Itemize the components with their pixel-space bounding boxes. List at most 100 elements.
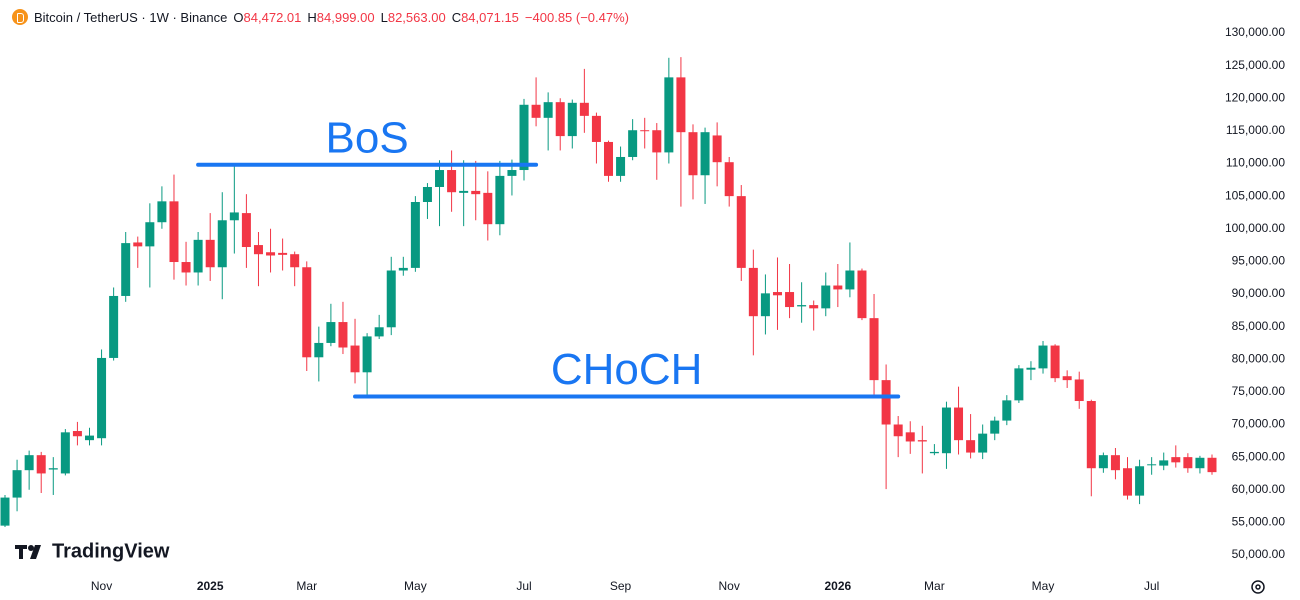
candle-body	[507, 170, 517, 176]
candle-body	[1183, 457, 1193, 469]
candle-body	[362, 336, 372, 373]
candle-body	[410, 201, 420, 268]
candle-body	[1123, 468, 1133, 496]
candle-body	[857, 270, 867, 319]
candle-body	[193, 239, 203, 273]
candle-body	[302, 267, 312, 358]
ohlc-value: 84,472.01	[243, 9, 302, 25]
candle-body	[1014, 368, 1024, 401]
candle-body	[338, 322, 348, 348]
candle-body	[398, 267, 408, 271]
x-tick-label: 2026	[824, 579, 851, 593]
candle-body	[205, 239, 215, 268]
candle-body	[145, 222, 155, 247]
candle-body	[990, 420, 1000, 434]
y-tick-label: 60,000.00	[1232, 482, 1286, 496]
candle-body	[724, 162, 734, 197]
candle-body	[869, 318, 879, 381]
candle-body	[905, 432, 915, 442]
candle-body	[266, 252, 276, 256]
ohlc-value: 84,999.00	[316, 9, 375, 25]
candle-body	[664, 77, 674, 153]
ohlc-key: C	[451, 9, 462, 25]
candle-body	[435, 170, 445, 187]
candle-body	[845, 270, 855, 290]
candles	[0, 57, 1217, 527]
candle-body	[12, 470, 22, 498]
candle-body	[1074, 379, 1084, 402]
candle-body	[241, 213, 251, 248]
candle-body	[736, 196, 746, 268]
x-tick-label: 2025	[197, 579, 224, 593]
candle-body	[471, 190, 481, 195]
candle-body	[772, 292, 782, 296]
watermark: TradingView	[52, 540, 170, 562]
candle-body	[688, 132, 698, 176]
candle-body	[1050, 345, 1060, 379]
y-tick-label: 110,000.00	[1226, 156, 1285, 170]
candle-body	[48, 468, 58, 470]
settings-icon[interactable]	[1251, 580, 1265, 594]
candle-body	[1098, 455, 1108, 469]
candle-body	[1110, 455, 1120, 471]
candle-body	[386, 270, 396, 328]
candle-body	[97, 357, 107, 439]
candle-body	[797, 305, 807, 307]
candle-body	[833, 285, 843, 290]
candle-body	[72, 431, 82, 437]
candle-body	[604, 141, 613, 176]
y-tick-label: 90,000.00	[1232, 286, 1286, 300]
candle-body	[1026, 367, 1036, 370]
candle-body	[809, 305, 819, 309]
candle-body	[579, 102, 589, 116]
candle-body	[483, 192, 493, 225]
candle-body	[917, 440, 927, 442]
ohlc-key: O	[233, 9, 244, 25]
candle-body	[785, 292, 795, 308]
price-change: −400.85 (−0.47%)	[524, 9, 629, 25]
candle-body	[1171, 457, 1181, 463]
coin-icon	[12, 9, 28, 25]
x-tick-label: Nov	[91, 579, 112, 593]
candle-body	[374, 327, 384, 337]
candle-body	[748, 267, 758, 317]
candle-body	[217, 220, 227, 268]
ohlc-value: 82,563.00	[387, 9, 446, 25]
candle-body	[676, 77, 686, 133]
candle-body	[954, 407, 964, 441]
y-tick-label: 70,000.00	[1232, 417, 1286, 431]
candle-body	[628, 130, 638, 157]
candle-body	[640, 130, 650, 132]
y-tick-label: 100,000.00	[1225, 221, 1285, 235]
legend-header: Bitcoin / TetherUS · 1W · Binance O 84,47…	[12, 9, 629, 25]
x-tick-label: May	[404, 579, 427, 593]
ohlc-value: 84,071.15	[461, 9, 519, 25]
candle-body	[459, 190, 469, 193]
y-tick-label: 80,000.00	[1232, 351, 1286, 365]
candle-body	[966, 440, 976, 453]
candle-body	[978, 433, 988, 453]
candle-body	[543, 102, 553, 118]
x-tick-label: Mar	[924, 579, 945, 593]
candle-body	[60, 432, 70, 474]
candle-body	[495, 175, 505, 225]
candle-body	[1062, 376, 1072, 381]
y-tick-label: 85,000.00	[1232, 319, 1286, 333]
y-tick-label: 115,000.00	[1226, 123, 1285, 137]
candle-body	[821, 285, 831, 309]
candle-body	[422, 186, 432, 202]
candle-body	[700, 132, 710, 176]
candle-body	[1038, 345, 1048, 369]
candle-body	[1159, 460, 1169, 466]
candle-body	[941, 407, 951, 454]
candle-body	[760, 293, 770, 317]
candle-body	[290, 254, 300, 268]
candle-body	[1135, 466, 1145, 496]
candle-body	[1086, 401, 1096, 469]
x-tick-label: Jul	[516, 579, 531, 593]
x-tick-label: May	[1032, 579, 1055, 593]
y-tick-label: 55,000.00	[1232, 515, 1286, 529]
candle-body	[1195, 457, 1205, 469]
candle-body	[253, 245, 263, 255]
y-tick-label: 105,000.00	[1225, 188, 1285, 202]
